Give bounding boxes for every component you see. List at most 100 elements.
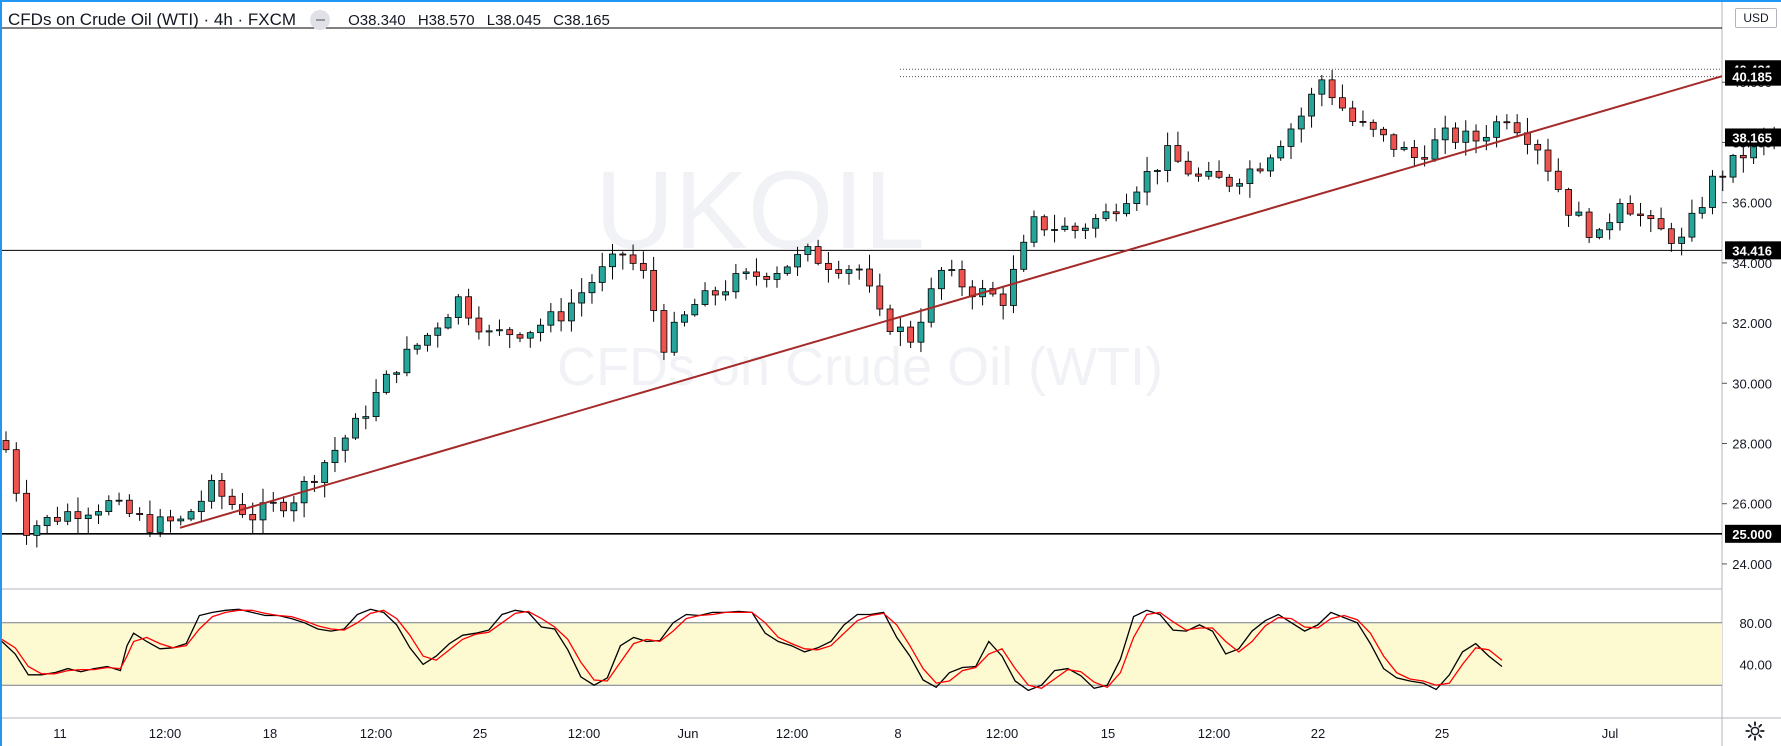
candle-body	[269, 501, 277, 504]
candle	[321, 459, 329, 498]
candle	[1297, 107, 1305, 143]
candle-body	[218, 480, 226, 497]
candle	[23, 479, 30, 545]
candle-body	[1534, 143, 1542, 151]
candle-body	[1441, 127, 1449, 141]
candle-body	[136, 512, 144, 515]
candle-body	[485, 330, 493, 333]
candle	[1205, 161, 1213, 180]
candle	[516, 332, 524, 343]
candle	[1277, 140, 1285, 161]
collapse-button[interactable]	[310, 10, 331, 30]
candle	[711, 286, 719, 306]
candle	[331, 436, 339, 473]
time-tick-label: Jun	[678, 726, 699, 741]
candle-body	[783, 266, 791, 274]
candle	[537, 318, 544, 342]
candle-body	[526, 332, 534, 339]
candle	[1534, 139, 1542, 165]
candle	[526, 330, 534, 348]
currency-button[interactable]: USD	[1735, 8, 1777, 28]
candle-body	[1020, 241, 1028, 270]
candle-body	[372, 392, 380, 418]
candle-body	[1030, 216, 1038, 243]
candle-body	[1215, 171, 1223, 178]
ohlc-close-label: C	[553, 11, 564, 29]
candle	[1164, 132, 1172, 183]
candle	[485, 324, 493, 347]
candle	[1719, 170, 1727, 192]
candle	[54, 506, 61, 525]
candle-body	[228, 495, 236, 505]
price-tag-label: 40.185	[1732, 70, 1772, 85]
candle	[1102, 203, 1110, 222]
candle	[259, 488, 267, 534]
candle	[866, 254, 873, 293]
candle-body	[598, 266, 606, 283]
price-tick-label: 36.000	[1732, 196, 1772, 211]
candle-body	[197, 500, 205, 513]
price-tag-bg	[1725, 241, 1781, 260]
time-tick-label: 8	[894, 726, 901, 741]
candle	[1657, 207, 1665, 231]
gear-icon[interactable]	[1744, 720, 1766, 742]
candle-body	[167, 516, 174, 522]
price-tick-label: 34.000	[1732, 256, 1772, 271]
candle	[197, 490, 205, 522]
candle	[1626, 195, 1634, 216]
candle-body	[670, 321, 678, 353]
candle	[1030, 210, 1038, 248]
candle	[1349, 100, 1357, 126]
candle-body	[1606, 222, 1614, 231]
candle-body	[54, 517, 61, 522]
stochastic-band	[2, 622, 1722, 686]
candle	[1410, 139, 1418, 167]
time-tick-label: 12:00	[149, 726, 182, 741]
candle-body	[866, 268, 873, 287]
candle	[496, 319, 503, 336]
candle	[362, 405, 370, 430]
candle-body	[876, 285, 884, 310]
candle-body	[825, 262, 832, 270]
candle	[753, 258, 760, 286]
symbol-title[interactable]: CFDs on Crude Oil (WTI) · 4h · FXCM	[8, 10, 297, 29]
candle-body	[1554, 170, 1562, 190]
candle-body	[506, 329, 514, 336]
candle	[1729, 153, 1737, 183]
candle	[876, 273, 884, 317]
candle	[619, 251, 627, 270]
candle-body	[845, 269, 853, 274]
candle-body	[1102, 211, 1110, 219]
watermark: UKOIL CFDs on Crude Oil (WTI)	[557, 149, 1163, 397]
price-tick-label: 24.000	[1732, 557, 1772, 572]
candle-body	[1133, 191, 1141, 204]
candle	[64, 503, 72, 526]
candle-body	[1184, 160, 1192, 175]
candle	[691, 298, 699, 317]
candle	[1123, 193, 1130, 217]
candle-body	[382, 373, 390, 393]
candle-body	[547, 311, 555, 326]
candle	[1236, 178, 1243, 195]
candle	[228, 488, 236, 510]
price-tag: 25.000	[1725, 524, 1781, 543]
candle-body	[496, 329, 503, 332]
candle-body	[568, 302, 575, 322]
stochastic-tick-label: 80.00	[1739, 616, 1772, 631]
candle-body	[927, 288, 935, 323]
candle-body	[187, 511, 195, 520]
candle-body	[156, 516, 164, 533]
ohlc-high-value: 38.570	[428, 11, 475, 29]
candle	[125, 494, 133, 517]
chart-header: CFDs on Crude Oil (WTI) · 4h · FXCM O38.…	[8, 8, 618, 32]
candle	[146, 500, 154, 538]
candle-body	[1308, 93, 1315, 117]
candle	[372, 379, 380, 422]
candle-body	[290, 502, 298, 512]
candle	[1369, 119, 1377, 137]
candle-body	[321, 462, 329, 483]
candle-body	[1123, 203, 1130, 215]
candle	[1020, 234, 1028, 272]
candle	[1215, 160, 1223, 179]
